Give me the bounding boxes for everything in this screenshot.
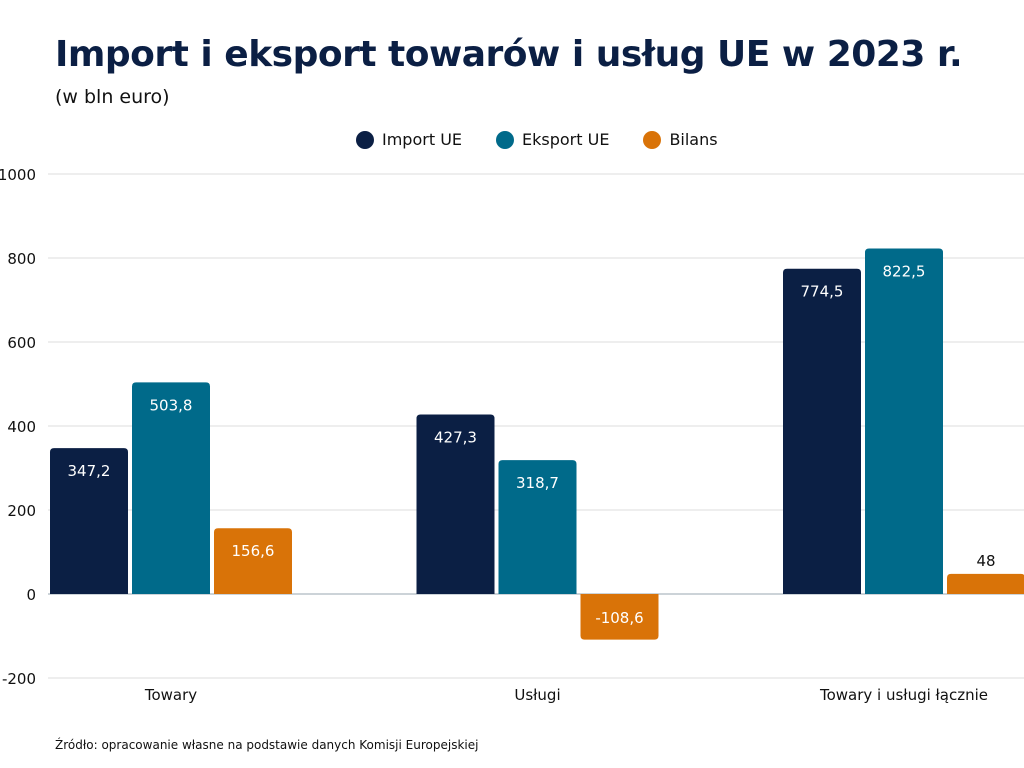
legend-item-eksport: Eksport UE: [496, 130, 609, 149]
legend: Import UE Eksport UE Bilans: [356, 130, 718, 149]
source-note: Źródło: opracowanie własne na podstawie …: [55, 738, 479, 752]
data-label: 156,6: [232, 542, 275, 560]
legend-marker: [356, 130, 374, 149]
y-tick-label: 400: [7, 418, 36, 436]
bar: [580, 594, 659, 640]
data-label: -108,6: [595, 609, 643, 627]
bar: [132, 382, 210, 594]
chart-subtitle: (w bln euro): [55, 86, 170, 108]
y-tick-label: 800: [7, 250, 36, 268]
bar: [783, 268, 861, 594]
bar: [947, 573, 1024, 594]
y-tick-label: 600: [7, 334, 36, 352]
y-tick-label: 0: [26, 586, 36, 604]
legend-label: Eksport UE: [522, 130, 610, 149]
chart-title: Import i eksport towarów i usług UE w 20…: [55, 34, 963, 75]
legend-label: Import UE: [382, 130, 463, 149]
data-label: 347,2: [68, 462, 111, 480]
bar: [50, 448, 128, 594]
bar: [865, 248, 943, 595]
data-label: 503,8: [150, 396, 193, 414]
data-label: 822,5: [883, 263, 926, 281]
y-tick-label: -200: [2, 670, 36, 688]
data-label: 427,3: [434, 429, 477, 447]
bar: [498, 460, 577, 594]
legend-label: Bilans: [669, 130, 718, 149]
bar: [416, 414, 495, 594]
bar: [214, 528, 292, 594]
data-label: 48: [976, 552, 995, 570]
legend-marker: [643, 130, 662, 149]
data-label: 774,5: [801, 283, 844, 301]
legend-marker: [496, 130, 515, 149]
y-tick-label: 200: [7, 502, 36, 520]
x-tick-label: Towary i usługi łącznie: [819, 686, 988, 704]
legend-item-bilans: Bilans: [643, 130, 718, 149]
legend-item-import: Import UE: [356, 130, 462, 149]
data-label: 318,7: [516, 474, 559, 492]
y-tick-label: 1000: [0, 166, 36, 184]
x-tick-label: Towary: [144, 686, 197, 704]
x-tick-label: Usługi: [514, 686, 560, 704]
